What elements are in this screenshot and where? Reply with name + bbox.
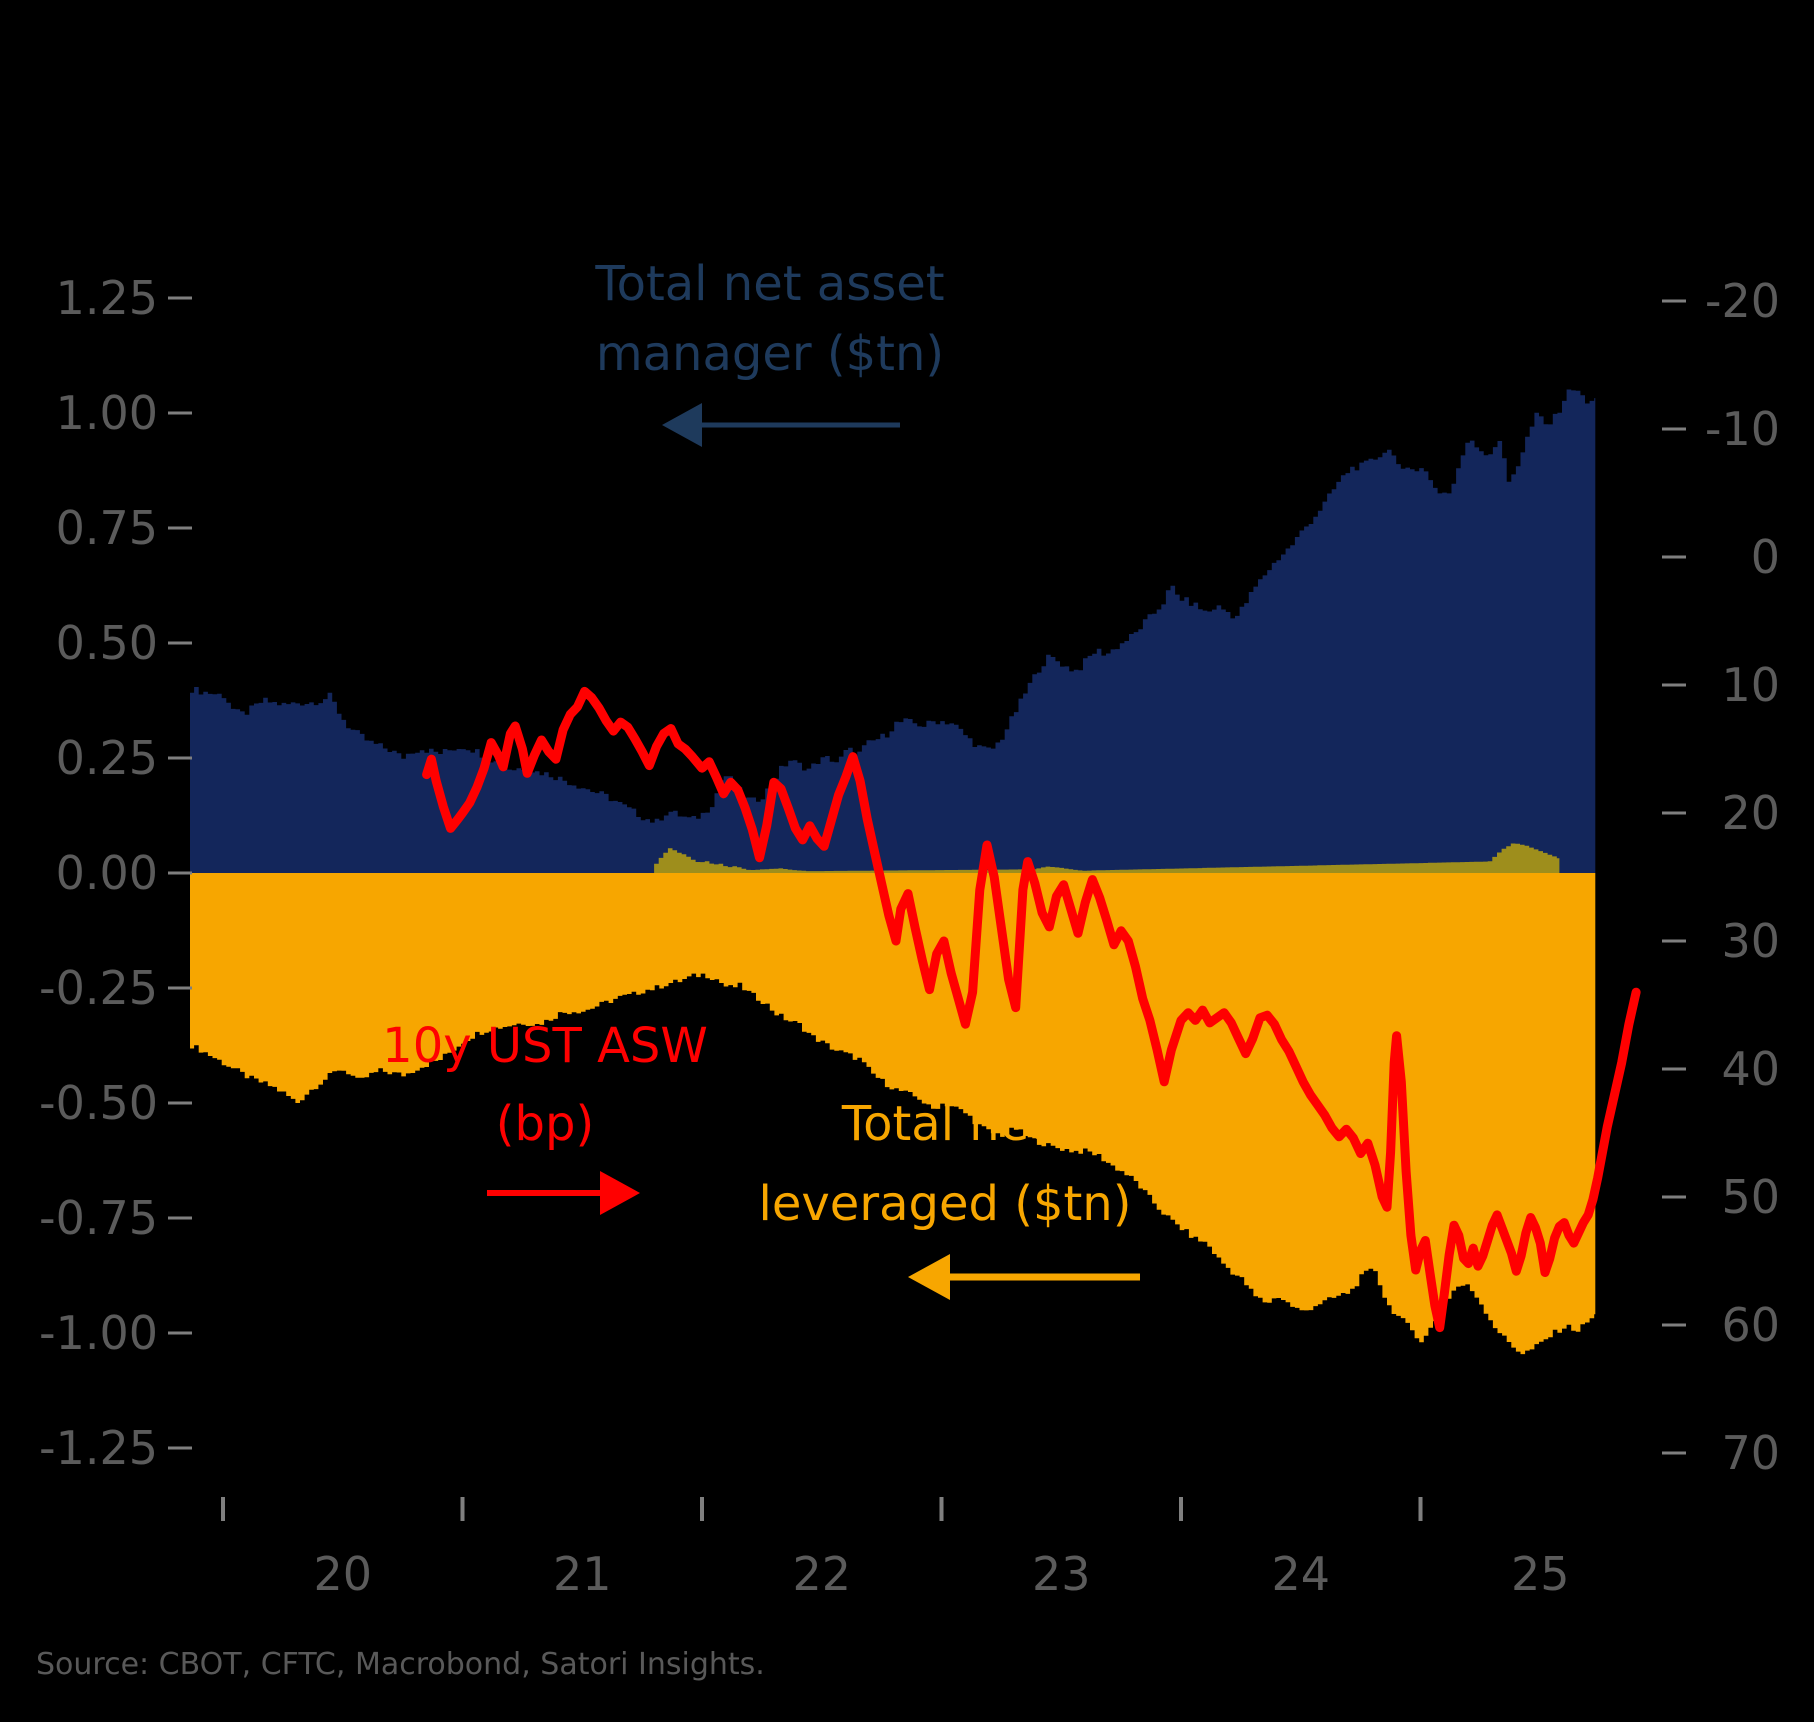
right-axis-tick-label: 50 xyxy=(1721,1170,1780,1224)
x-axis: 20 21 22 23 24 25 xyxy=(221,1497,1570,1601)
asw-label-line1: 10y UST ASW xyxy=(382,1018,708,1074)
right-axis-tick-label: 10 xyxy=(1721,658,1780,712)
x-axis-year-label: 23 xyxy=(1032,1547,1091,1601)
left-axis-tick-label: 0.00 xyxy=(56,846,158,900)
right-axis-tick-label: 20 xyxy=(1721,786,1780,840)
leveraged-annotation: Total net leveraged ($tn) xyxy=(759,1096,1140,1300)
other-net-tn--area xyxy=(654,843,1560,873)
series-layer xyxy=(190,389,1641,1355)
left-axis-tick-label: 1.00 xyxy=(56,386,158,440)
left-axis: 1.25 1.00 0.75 0.50 0.25 0.00 -0.25 -0.50 -0.75 -… xyxy=(39,271,192,1475)
left-axis-tick-label: -0.75 xyxy=(39,1191,158,1245)
left-axis-tick-label: -0.25 xyxy=(39,961,158,1015)
left-axis-tick-label: 0.25 xyxy=(56,731,158,785)
right-axis-tick-label: -20 xyxy=(1705,274,1780,328)
leveraged-label-line2: leveraged ($tn) xyxy=(759,1176,1132,1232)
left-arrow-icon xyxy=(662,403,900,447)
asset-manager-annotation: Total net asset manager ($tn) xyxy=(594,256,945,447)
x-axis-year-label: 24 xyxy=(1271,1547,1330,1601)
asw-annotation: 10y UST ASW (bp) xyxy=(382,1018,708,1215)
left-arrow-icon xyxy=(908,1254,1140,1300)
right-axis-tick-label: 40 xyxy=(1721,1042,1780,1096)
right-axis-tick-label: 30 xyxy=(1721,914,1780,968)
total-net-leveraged-tn--area xyxy=(190,873,1596,1355)
right-axis-tick-label: 0 xyxy=(1751,530,1780,584)
x-axis-year-label: 21 xyxy=(553,1547,612,1601)
left-axis-tick-label: 0.50 xyxy=(56,616,158,670)
left-axis-tick-label: -1.00 xyxy=(39,1306,158,1360)
left-axis-tick-label: -0.50 xyxy=(39,1076,158,1130)
asset-manager-label-line2: manager ($tn) xyxy=(596,326,944,382)
left-axis-tick-label: 0.75 xyxy=(56,501,158,555)
total-net-asset-manager-tn--area xyxy=(190,389,1596,873)
right-axis-tick-label: 60 xyxy=(1721,1298,1780,1352)
asw-label-line2: (bp) xyxy=(496,1096,594,1152)
axes-layer: 1.25 1.00 0.75 0.50 0.25 0.00 -0.25 -0.50 -0.75 -… xyxy=(39,271,1780,1601)
leveraged-label-line1: Total net xyxy=(841,1096,1048,1152)
right-axis-tick-label: -10 xyxy=(1705,402,1780,456)
x-axis-year-label: 25 xyxy=(1511,1547,1570,1601)
right-axis-tick-label: 70 xyxy=(1721,1426,1780,1480)
left-axis-tick-label: -1.25 xyxy=(39,1421,158,1475)
x-axis-year-label: 20 xyxy=(313,1547,372,1601)
asw-line xyxy=(422,686,1641,1333)
left-axis-tick-label: 1.25 xyxy=(56,271,158,325)
asset-manager-label-line1: Total net asset xyxy=(594,256,944,312)
right-arrow-icon xyxy=(487,1171,640,1215)
right-axis: -20 -10 0 10 20 30 40 50 60 70 xyxy=(1662,274,1780,1480)
source-note: Source: CBOT, CFTC, Macrobond, Satori In… xyxy=(36,1647,765,1682)
x-axis-year-label: 22 xyxy=(792,1547,851,1601)
